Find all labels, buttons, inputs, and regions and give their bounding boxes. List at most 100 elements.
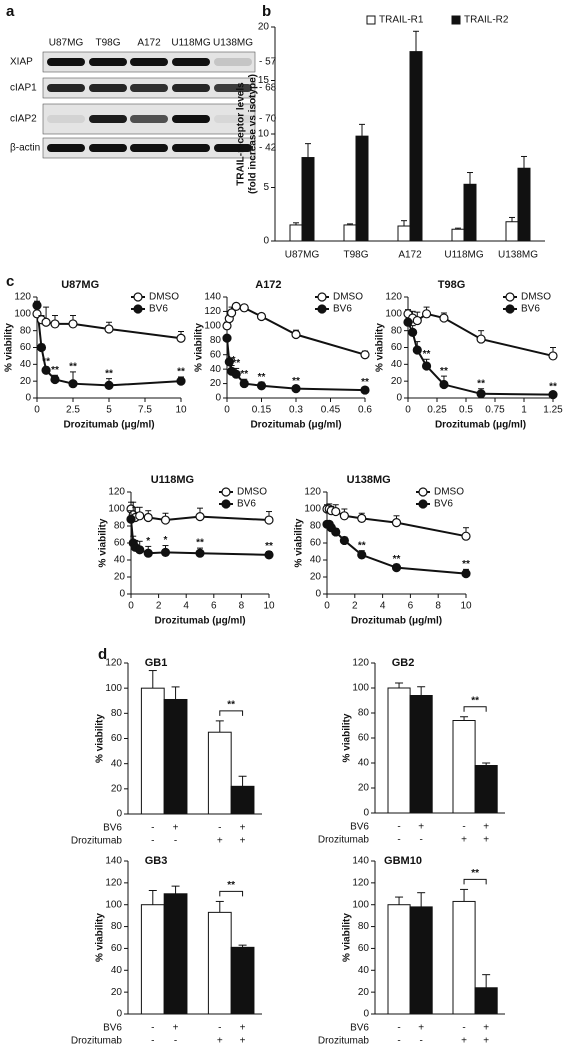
size-marker: - 42 <box>259 143 277 154</box>
band <box>89 58 127 66</box>
y-tick-label: 120 <box>105 877 122 888</box>
significance: ** <box>477 378 485 389</box>
significance: ** <box>358 540 366 551</box>
y-tick-label: 60 <box>210 349 222 360</box>
y-tick-label: 60 <box>358 733 370 744</box>
legend-marker <box>133 304 143 314</box>
point <box>32 300 42 311</box>
legend-marker <box>133 292 143 302</box>
x-axis-label: Drozitumab (μg/ml) <box>154 616 245 627</box>
y-tick-label: 80 <box>310 521 322 532</box>
bar <box>230 946 255 1015</box>
x-tick-label: 1 <box>521 405 527 416</box>
y-tick-label: 0 <box>116 1009 122 1020</box>
band <box>214 84 252 92</box>
band <box>172 84 210 92</box>
point <box>264 550 274 560</box>
y-axis-label: (fold increase vs isotype) <box>248 74 259 194</box>
point <box>412 345 422 355</box>
y-tick-label: 100 <box>105 899 122 910</box>
bar <box>452 720 476 814</box>
y-tick-label: 20 <box>358 783 370 794</box>
point <box>160 547 171 557</box>
panel-label: a <box>6 3 15 20</box>
y-tick-label: 120 <box>352 658 369 669</box>
point <box>160 515 171 525</box>
point <box>331 527 341 537</box>
significance: ** <box>393 554 401 565</box>
legend-label: DMSO <box>434 487 464 498</box>
legend-marker <box>505 292 515 302</box>
point <box>476 389 486 399</box>
treatment-label: Drozitumab <box>71 1036 123 1047</box>
y-tick-label: 20 <box>111 987 123 998</box>
treatment-mark: - <box>397 822 400 833</box>
x-tick-label: 10 <box>460 601 472 612</box>
treatment-mark: + <box>217 1036 223 1047</box>
y-axis-label: % viability <box>342 713 353 762</box>
y-tick-label: 100 <box>105 683 122 694</box>
x-tick-label: 0 <box>128 601 134 612</box>
treatment-label: BV6 <box>103 823 122 834</box>
bar <box>463 183 477 242</box>
band <box>89 84 127 92</box>
significance: ** <box>240 369 248 380</box>
x-tick-label: 0 <box>324 601 330 612</box>
significance: ** <box>196 538 204 549</box>
treatment-mark: - <box>397 835 400 846</box>
band <box>214 144 252 152</box>
x-tick-label: 2.5 <box>66 405 80 416</box>
lane-label: U87MG <box>49 38 84 49</box>
chart-title: U118MG <box>151 474 194 486</box>
band <box>172 115 210 123</box>
y-tick-label: 120 <box>352 877 369 888</box>
point <box>239 378 249 389</box>
band <box>89 144 127 152</box>
bar <box>409 906 433 1015</box>
point <box>41 365 51 375</box>
significance-bracket <box>219 890 244 897</box>
significance: * <box>164 535 168 546</box>
significance: ** <box>228 355 236 366</box>
y-tick-label: 20 <box>20 376 32 387</box>
significance: ** <box>42 356 50 367</box>
significance: ** <box>549 382 557 393</box>
treatment-mark: - <box>151 836 154 847</box>
y-axis-label: % viability <box>4 323 15 372</box>
x-tick-label: 0 <box>405 405 411 416</box>
y-tick-label: 100 <box>385 308 402 319</box>
significance: ** <box>361 377 369 388</box>
treatment-mark: + <box>173 823 179 834</box>
chart-title: A172 <box>255 279 281 291</box>
legend-label: BV6 <box>333 304 352 315</box>
y-tick-label: 60 <box>20 342 32 353</box>
y-tick-label: 80 <box>358 921 370 932</box>
point <box>195 548 205 558</box>
point <box>41 317 51 327</box>
y-tick-label: 40 <box>358 965 370 976</box>
x-tick-label: 8 <box>435 601 441 612</box>
significance-bracket <box>219 710 244 716</box>
significance: ** <box>258 372 266 383</box>
band <box>47 115 85 123</box>
legend-marker <box>317 304 327 314</box>
bar <box>207 731 232 815</box>
legend-label: DMSO <box>149 292 179 303</box>
treatment-mark: + <box>240 836 246 847</box>
point <box>291 329 301 340</box>
y-tick-label: 0 <box>263 236 269 247</box>
point <box>135 511 145 521</box>
point <box>126 514 136 524</box>
size-marker: - 70 <box>259 114 277 125</box>
point <box>195 512 205 522</box>
legend-swatch <box>366 15 376 25</box>
bar <box>163 698 188 815</box>
bar <box>230 785 255 815</box>
y-tick-label: 120 <box>105 658 122 669</box>
point <box>403 317 413 327</box>
y-tick-label: 40 <box>391 359 403 370</box>
significance: ** <box>227 700 235 711</box>
y-axis-label: % viability <box>95 913 106 962</box>
chart-title: GB2 <box>392 657 415 669</box>
point <box>421 361 432 371</box>
